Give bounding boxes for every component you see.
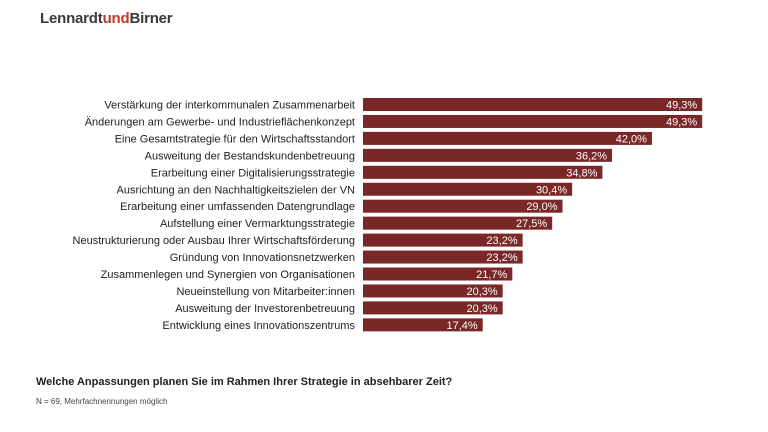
brand-name-part3: Birner xyxy=(129,10,173,27)
value-label: 49,3% xyxy=(666,100,697,112)
bar xyxy=(363,216,553,230)
bar xyxy=(363,318,483,332)
value-label: 23,2% xyxy=(486,235,517,247)
value-label: 34,8% xyxy=(566,167,597,179)
value-label: 30,4% xyxy=(536,184,567,196)
value-label: 36,2% xyxy=(576,150,607,162)
value-label: 20,3% xyxy=(466,286,497,298)
bar xyxy=(363,98,703,111)
brand-name-part1: Lennardt xyxy=(40,10,103,27)
brand-logo: LennardtundBirner xyxy=(40,10,173,27)
value-label: 29,0% xyxy=(526,201,557,213)
category-label: Entwicklung eines Innovationszentrums xyxy=(162,320,355,332)
bar xyxy=(363,250,523,264)
value-label: 20,3% xyxy=(466,303,497,315)
bar xyxy=(363,199,563,213)
category-label: Änderungen am Gewerbe- und Industriefläc… xyxy=(85,116,355,128)
category-label: Eine Gesamtstrategie für den Wirtschafts… xyxy=(115,133,355,145)
value-label: 27,5% xyxy=(516,218,547,230)
category-label: Ausweitung der Bestandskundenbetreuung xyxy=(145,150,355,162)
sample-note: N = 69, Mehrfachnennungen möglich xyxy=(36,397,168,406)
bar xyxy=(363,182,573,196)
value-label: 42,0% xyxy=(616,133,647,145)
value-label: 23,2% xyxy=(486,252,517,264)
category-label: Verstärkung der interkommunalen Zusammen… xyxy=(104,100,355,112)
category-label: Neustrukturierung oder Ausbau Ihrer Wirt… xyxy=(73,235,355,247)
category-label: Aufstellung einer Vermarktungsstrategie xyxy=(160,218,355,230)
bar xyxy=(363,301,503,315)
bar xyxy=(363,114,703,128)
category-label: Gründung von Innovationsnetzwerken xyxy=(170,252,355,264)
category-label: Erarbeitung einer umfassenden Datengrund… xyxy=(120,201,355,213)
category-label: Neueinstellung von Mitarbeiter:innen xyxy=(176,286,355,298)
bar xyxy=(363,267,513,281)
value-label: 49,3% xyxy=(666,116,697,128)
category-label: Ausrichtung an den Nachhaltigkeitszielen… xyxy=(117,184,356,196)
survey-question: Welche Anpassungen planen Sie im Rahmen … xyxy=(36,376,453,388)
bar xyxy=(363,233,523,247)
category-label: Erarbeitung einer Digitalisierungsstrate… xyxy=(151,167,355,179)
bar xyxy=(363,284,503,298)
bar xyxy=(363,131,652,145)
category-label: Zusammenlegen und Synergien von Organisa… xyxy=(101,269,355,281)
brand-name-part2: und xyxy=(102,10,130,27)
category-label: Ausweitung der Investorenbetreuung xyxy=(175,303,355,315)
bar xyxy=(363,148,613,162)
value-label: 21,7% xyxy=(476,269,507,281)
value-label: 17,4% xyxy=(447,320,478,332)
bar xyxy=(363,165,603,179)
